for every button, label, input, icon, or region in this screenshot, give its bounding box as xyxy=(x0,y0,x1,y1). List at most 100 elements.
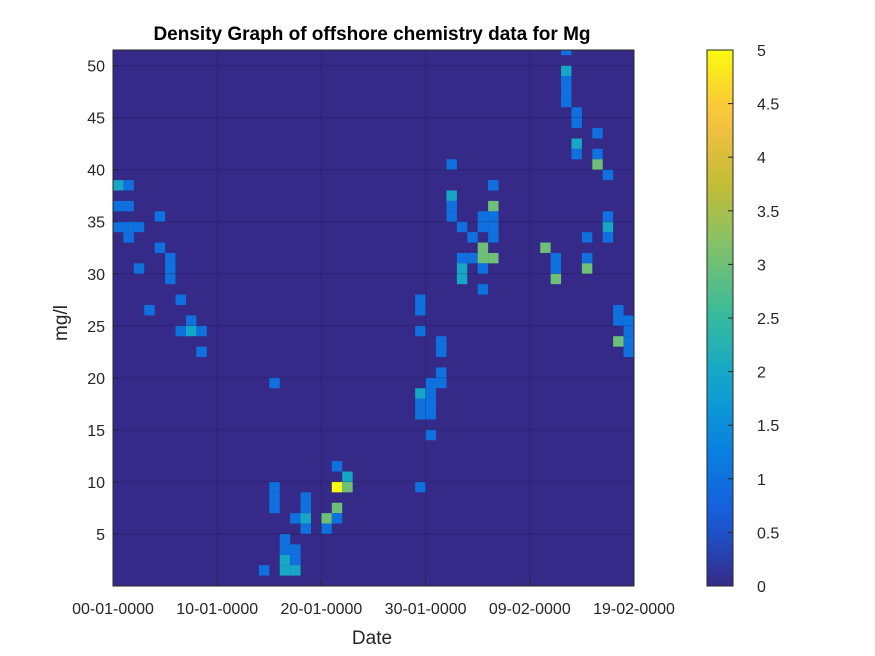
heatmap-cell xyxy=(550,263,562,274)
colorbar-tick-label: 1.5 xyxy=(757,418,779,435)
plot-background xyxy=(113,50,634,586)
heatmap-cell xyxy=(290,544,301,555)
y-tick-label: 10 xyxy=(87,475,105,492)
heatmap-cell xyxy=(561,50,572,56)
y-axis-ticks: 5 10 15 20 25 30 35 40 45 50 xyxy=(87,59,118,544)
heatmap-cell xyxy=(300,502,311,514)
heatmap-cell xyxy=(113,221,124,233)
y-tick-label: 20 xyxy=(87,371,105,388)
heatmap-cell xyxy=(113,180,124,191)
heatmap-cell xyxy=(477,284,489,295)
colorbar-tick-label: 4.5 xyxy=(757,97,779,114)
heatmap-cell xyxy=(540,242,551,253)
x-tick-label: 10-01-0000 xyxy=(176,601,258,618)
y-tick-label: 45 xyxy=(87,111,105,128)
heatmap-cell xyxy=(185,315,197,326)
heatmap-cell xyxy=(331,481,343,493)
y-tick-label: 30 xyxy=(87,267,105,284)
heatmap-cell xyxy=(415,304,426,316)
heatmap-cell xyxy=(613,315,624,326)
heatmap-cell xyxy=(165,263,176,274)
heatmap-cell xyxy=(623,336,634,347)
heatmap-cell xyxy=(415,294,426,305)
heatmap-cell xyxy=(415,481,426,493)
plot-area xyxy=(112,49,635,587)
heatmap-cell xyxy=(415,388,426,399)
heatmap-cell xyxy=(290,565,301,576)
heatmap-cell xyxy=(477,252,489,264)
heatmap-cell xyxy=(175,325,186,337)
colorbar-tick-label: 0 xyxy=(757,579,766,596)
heatmap-cell xyxy=(279,544,291,555)
heatmap-cell xyxy=(561,86,572,97)
heatmap-cell xyxy=(123,200,134,212)
heatmap-cell xyxy=(592,148,603,160)
heatmap-cell xyxy=(456,221,468,233)
heatmap-cell xyxy=(488,252,499,264)
heatmap-cell xyxy=(446,159,457,170)
colorbar-tick-label: 2 xyxy=(757,365,766,382)
heatmap-cell xyxy=(415,398,426,410)
heatmap-cell xyxy=(300,523,311,534)
heatmap-cell xyxy=(279,565,291,576)
heatmap-cell xyxy=(436,367,447,378)
heatmap-cell xyxy=(300,513,311,524)
heatmap-cell xyxy=(456,263,468,274)
heatmap-cell xyxy=(571,138,582,149)
y-tick-label: 15 xyxy=(87,423,105,440)
heatmap-cell xyxy=(331,502,343,514)
heatmap-cell xyxy=(154,211,166,222)
heatmap-cell xyxy=(623,325,634,337)
heatmap-cell xyxy=(446,190,457,201)
heatmap-cell xyxy=(467,252,478,264)
x-axis-ticks: 00-01-0000 10-01-0000 20-01-0000 30-01-0000… xyxy=(72,581,675,618)
heatmap-cell xyxy=(488,180,499,191)
heatmap-cell xyxy=(613,304,624,316)
heatmap-cell xyxy=(165,252,176,264)
heatmap-cell xyxy=(592,128,603,139)
heatmap-cell xyxy=(477,221,489,233)
heatmap-cell xyxy=(613,336,624,347)
heatmap-cell xyxy=(342,471,353,482)
heatmap-cell xyxy=(425,409,437,420)
heatmap-cell xyxy=(415,325,426,337)
heatmap-cell xyxy=(290,513,301,524)
heatmap-cell xyxy=(436,336,447,347)
colorbar-tick-label: 0.5 xyxy=(757,525,779,542)
colorbar-ticks: 0 0.5 1 1.5 2 2.5 3 3.5 4 4.5 5 xyxy=(728,43,779,596)
heatmap-cell xyxy=(602,169,614,181)
heatmap-cell xyxy=(279,533,291,545)
y-tick-label: 50 xyxy=(87,59,105,76)
heatmap-cell xyxy=(571,117,582,129)
heatmap-cell xyxy=(123,180,134,191)
y-tick-label: 40 xyxy=(87,163,105,180)
plot-frame xyxy=(112,49,635,587)
chart-title: Density Graph of offshore chemistry data… xyxy=(153,24,590,45)
heatmap-cell xyxy=(602,221,614,233)
x-tick-label: 30-01-0000 xyxy=(385,601,467,618)
heatmap-cell xyxy=(123,232,134,243)
colorbar-tick-label: 3.5 xyxy=(757,204,779,221)
heatmap-cell xyxy=(269,502,280,514)
heatmap-cell xyxy=(592,159,603,170)
heatmap-cell xyxy=(290,554,301,566)
x-tick-label: 00-01-0000 xyxy=(72,601,154,618)
heatmap-cell xyxy=(165,273,176,285)
heatmap-cell xyxy=(321,513,332,524)
heatmap-cell xyxy=(561,65,572,77)
heatmap-cell xyxy=(602,211,614,222)
colorbar: 0 0.5 1 1.5 2 2.5 3 3.5 4 4.5 5 xyxy=(706,43,779,596)
heatmap-cell xyxy=(154,242,166,253)
heatmap-cell xyxy=(123,221,134,233)
heatmap-cell xyxy=(571,148,582,160)
y-tick-label: 35 xyxy=(87,215,105,232)
heatmap-cell xyxy=(456,273,468,285)
heatmap-cell xyxy=(175,294,186,305)
y-tick-label: 5 xyxy=(96,527,105,544)
heatmap-cells xyxy=(113,50,634,576)
heatmap-cell xyxy=(269,377,280,389)
heatmap-cell xyxy=(269,481,280,493)
heatmap-cell xyxy=(581,232,593,243)
colorbar-tick-label: 1 xyxy=(757,472,766,489)
